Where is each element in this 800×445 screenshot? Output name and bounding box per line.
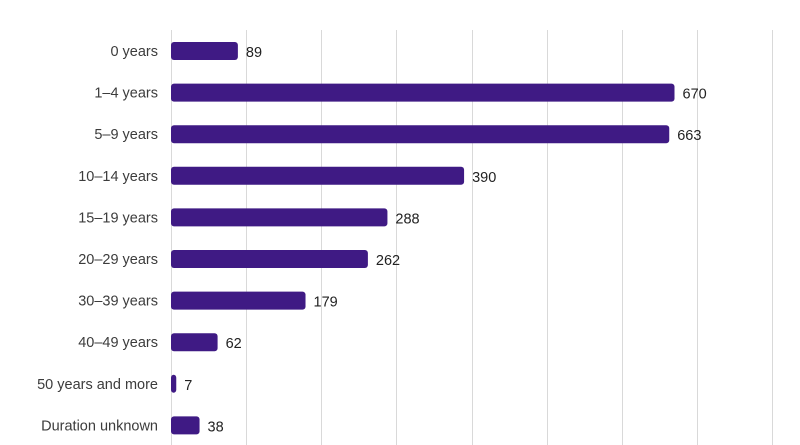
bar-3 <box>171 166 465 185</box>
category-label-9: Duration unknown <box>41 418 158 434</box>
bar-0 <box>171 42 238 60</box>
bar-1 <box>171 83 675 102</box>
value-label-4: 288 <box>395 211 419 227</box>
value-label-6: 179 <box>314 295 338 311</box>
category-label-3: 10–14 years <box>78 169 158 185</box>
bar-4 <box>171 208 388 227</box>
value-label-5: 262 <box>376 253 400 269</box>
category-label-6: 30–39 years <box>78 294 158 310</box>
category-label-0: 0 years <box>110 44 158 60</box>
value-label-0: 89 <box>246 45 262 61</box>
value-label-1: 670 <box>683 87 707 103</box>
bar-2 <box>171 125 670 144</box>
bar-9 <box>171 416 200 435</box>
value-label-3: 390 <box>472 170 496 186</box>
value-label-8: 7 <box>184 378 192 394</box>
category-label-5: 20–29 years <box>78 252 158 268</box>
category-label-4: 15–19 years <box>78 210 158 226</box>
bars <box>171 42 675 435</box>
category-label-8: 50 years and more <box>37 377 158 393</box>
category-label-7: 40–49 years <box>78 335 158 351</box>
value-label-7: 62 <box>226 336 242 352</box>
category-label-2: 5–9 years <box>94 127 158 143</box>
value-label-2: 663 <box>677 128 701 144</box>
bar-5 <box>171 250 368 268</box>
bar-6 <box>171 291 306 310</box>
bar-8 <box>171 374 177 393</box>
category-labels: 0 years 1–4 years 5–9 years 10–14 years 15–1… <box>37 44 158 434</box>
bar-7 <box>171 333 218 352</box>
value-labels: 89 670 663 390 288 262 179 62 7 38 <box>184 45 706 435</box>
category-label-1: 1–4 years <box>94 86 158 102</box>
value-label-9: 38 <box>208 419 224 435</box>
